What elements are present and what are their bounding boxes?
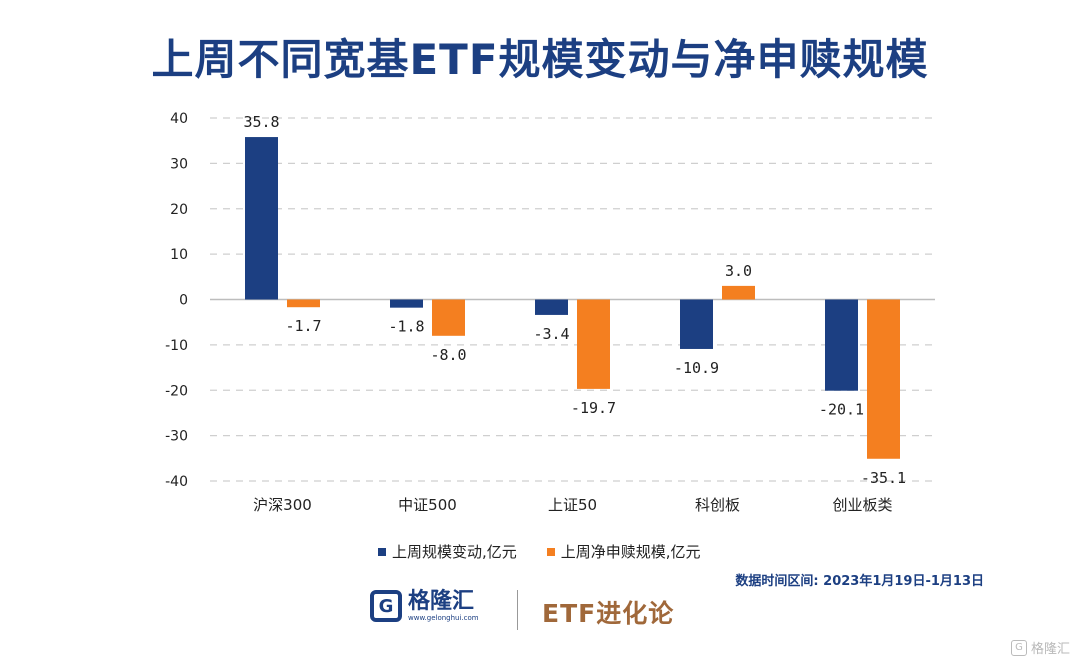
bar-series-1 — [245, 137, 278, 300]
watermark: G 格隆汇 — [1010, 638, 1070, 657]
watermark-text: 格隆汇 — [1030, 642, 1070, 657]
logo-name: 格隆汇 — [408, 589, 475, 614]
legend-label-series-1: 上周规模变动,亿元 — [392, 543, 517, 561]
category-label: 沪深300 — [253, 496, 312, 514]
bar-series-1 — [825, 299, 858, 391]
watermark-icon: G — [1010, 639, 1027, 656]
y-tick-label: 20 — [170, 202, 188, 218]
bar-series-1 — [390, 299, 423, 308]
legend-swatch-series-2 — [546, 547, 555, 556]
bar-chart: 40 30 20 10 0 -10 -20 -30 -40 35.8 -1.7 -1.8 -8.0 -3… — [165, 111, 935, 514]
source-note: 数据时间区间: 2023年1月19日-1月13日 — [735, 574, 984, 589]
data-label-series-1: -1.8 — [388, 318, 424, 336]
y-tick-label: -20 — [165, 383, 188, 399]
gelonghui-logo-icon: G — [370, 590, 402, 622]
data-label-series-1: 35.8 — [243, 113, 279, 131]
data-label-series-2: -35.1 — [861, 469, 906, 487]
data-label-series-1: -20.1 — [819, 401, 864, 419]
bar-series-2 — [577, 299, 610, 389]
bar-series-2 — [287, 299, 320, 308]
y-tick-label: -40 — [165, 474, 188, 490]
data-label-series-2: 3.0 — [725, 262, 752, 280]
data-label-series-2: -8.0 — [430, 346, 466, 364]
chart-title: 上周不同宽基ETF规模变动与净申赎规模 — [151, 35, 929, 84]
y-tick-label: -10 — [165, 338, 188, 354]
category-labels: 沪深300 中证500 上证50 科创板 创业板类 — [253, 496, 892, 514]
bar-series-1 — [680, 299, 713, 349]
brand-divider — [517, 590, 518, 630]
legend-label-series-2: 上周净申赎规模,亿元 — [560, 543, 701, 561]
data-label-series-2: -19.7 — [571, 399, 616, 417]
y-tick-label: -30 — [165, 429, 188, 445]
logo-url: www.gelonghui.com — [408, 614, 479, 622]
bar-series-2 — [867, 299, 900, 459]
data-labels: 35.8 -1.7 -1.8 -8.0 -3.4 -19.7 -10.9 3.0 -20.1 -3… — [243, 113, 906, 487]
legend-swatch-series-1 — [378, 547, 386, 556]
y-axis: 40 30 20 10 0 -10 -20 -30 -40 — [165, 111, 188, 490]
category-label: 中证500 — [398, 496, 457, 514]
gelonghui-logo: G 格隆汇 www.gelonghui.com — [370, 590, 479, 622]
bar-series-2 — [722, 285, 755, 300]
y-tick-label: 40 — [170, 111, 188, 127]
bar-series-1 — [535, 299, 568, 315]
grid-lines — [210, 117, 935, 482]
category-label: 科创板 — [695, 496, 740, 514]
legend-item-series-1: 上周规模变动,亿元 — [378, 541, 517, 562]
data-label-series-2: -1.7 — [285, 317, 321, 335]
category-label: 上证50 — [548, 496, 597, 514]
category-label: 创业板类 — [832, 496, 892, 514]
legend-item-series-2: 上周净申赎规模,亿元 — [546, 541, 701, 562]
data-label-series-1: -10.9 — [674, 359, 719, 377]
data-label-series-1: -3.4 — [533, 325, 569, 343]
bar-series-2 — [432, 299, 465, 336]
y-tick-label: 10 — [170, 247, 188, 263]
legend: 上周规模变动,亿元 上周净申赎规模,亿元 — [378, 541, 701, 562]
y-tick-label: 0 — [179, 293, 188, 309]
y-tick-label: 30 — [170, 156, 188, 172]
bars — [245, 137, 900, 459]
column-name: ETF进化论 — [542, 599, 675, 628]
